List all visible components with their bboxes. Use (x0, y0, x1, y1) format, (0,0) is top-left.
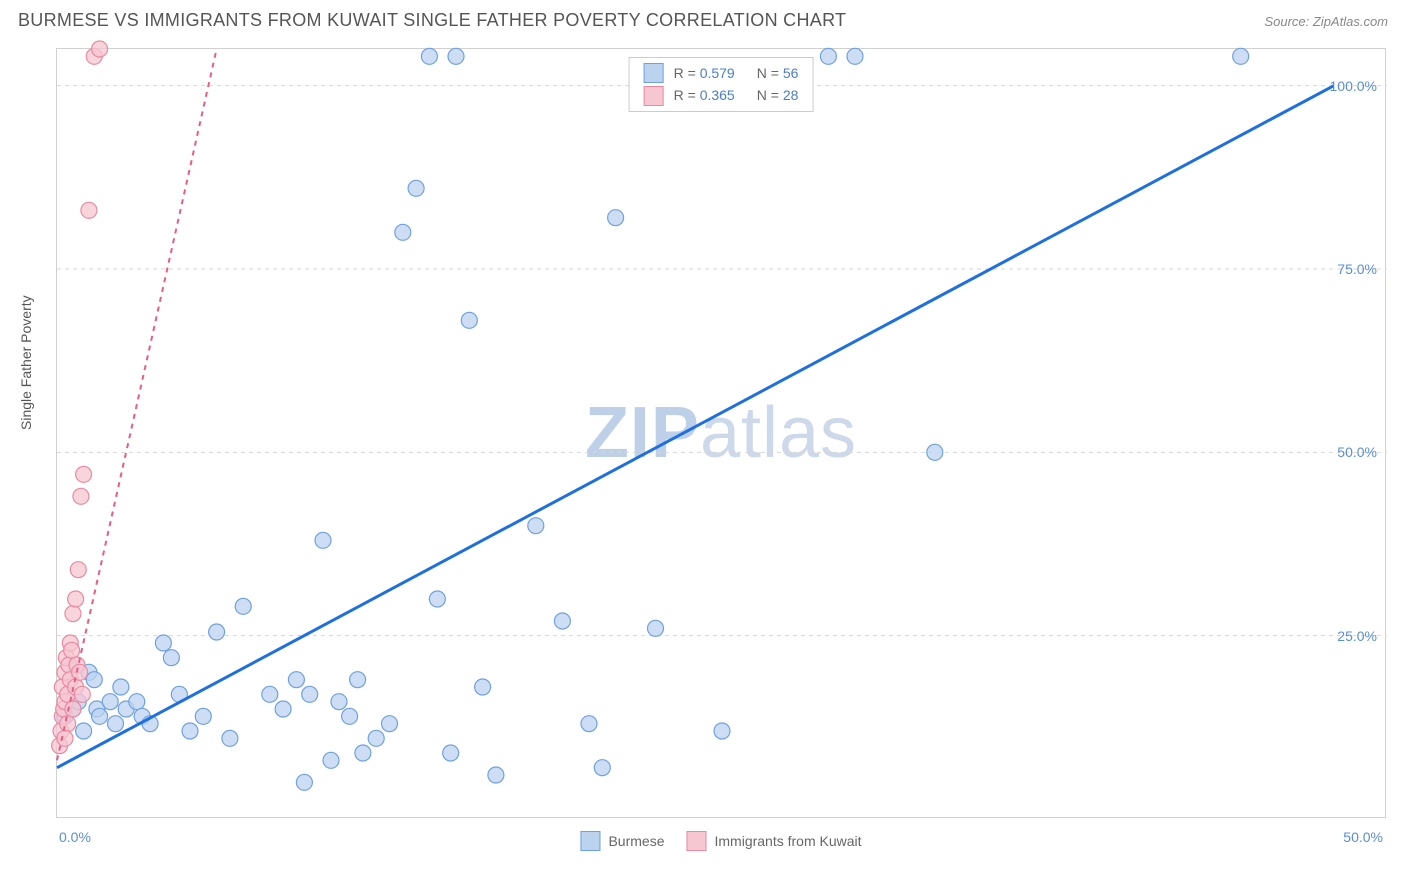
scatter-svg (57, 49, 1385, 817)
stats-row: R = 0.365N = 28 (644, 84, 799, 106)
y-tick-label: 50.0% (1337, 444, 1377, 460)
x-tick-left: 0.0% (59, 829, 91, 845)
chart-title: BURMESE VS IMMIGRANTS FROM KUWAIT SINGLE… (18, 10, 846, 31)
series-swatch (644, 86, 664, 106)
legend-label: Burmese (608, 833, 664, 849)
stats-legend: R = 0.579N = 56R = 0.365N = 28 (629, 57, 814, 112)
legend-label: Immigrants from Kuwait (714, 833, 861, 849)
y-tick-label: 100.0% (1330, 78, 1377, 94)
y-tick-label: 75.0% (1337, 261, 1377, 277)
y-tick-label: 25.0% (1337, 628, 1377, 644)
source-label: Source: ZipAtlas.com (1264, 14, 1388, 29)
legend-bottom: Burmese Immigrants from Kuwait (580, 831, 861, 851)
x-tick-right: 50.0% (1343, 829, 1383, 845)
legend-item: Burmese (580, 831, 664, 851)
legend-swatch (686, 831, 706, 851)
plot-area: ZIPatlas R = 0.579N = 56R = 0.365N = 28 … (56, 48, 1386, 818)
series-swatch (644, 63, 664, 83)
y-axis-label: Single Father Poverty (18, 295, 34, 430)
stats-row: R = 0.579N = 56 (644, 62, 799, 84)
legend-swatch (580, 831, 600, 851)
legend-item: Immigrants from Kuwait (686, 831, 861, 851)
